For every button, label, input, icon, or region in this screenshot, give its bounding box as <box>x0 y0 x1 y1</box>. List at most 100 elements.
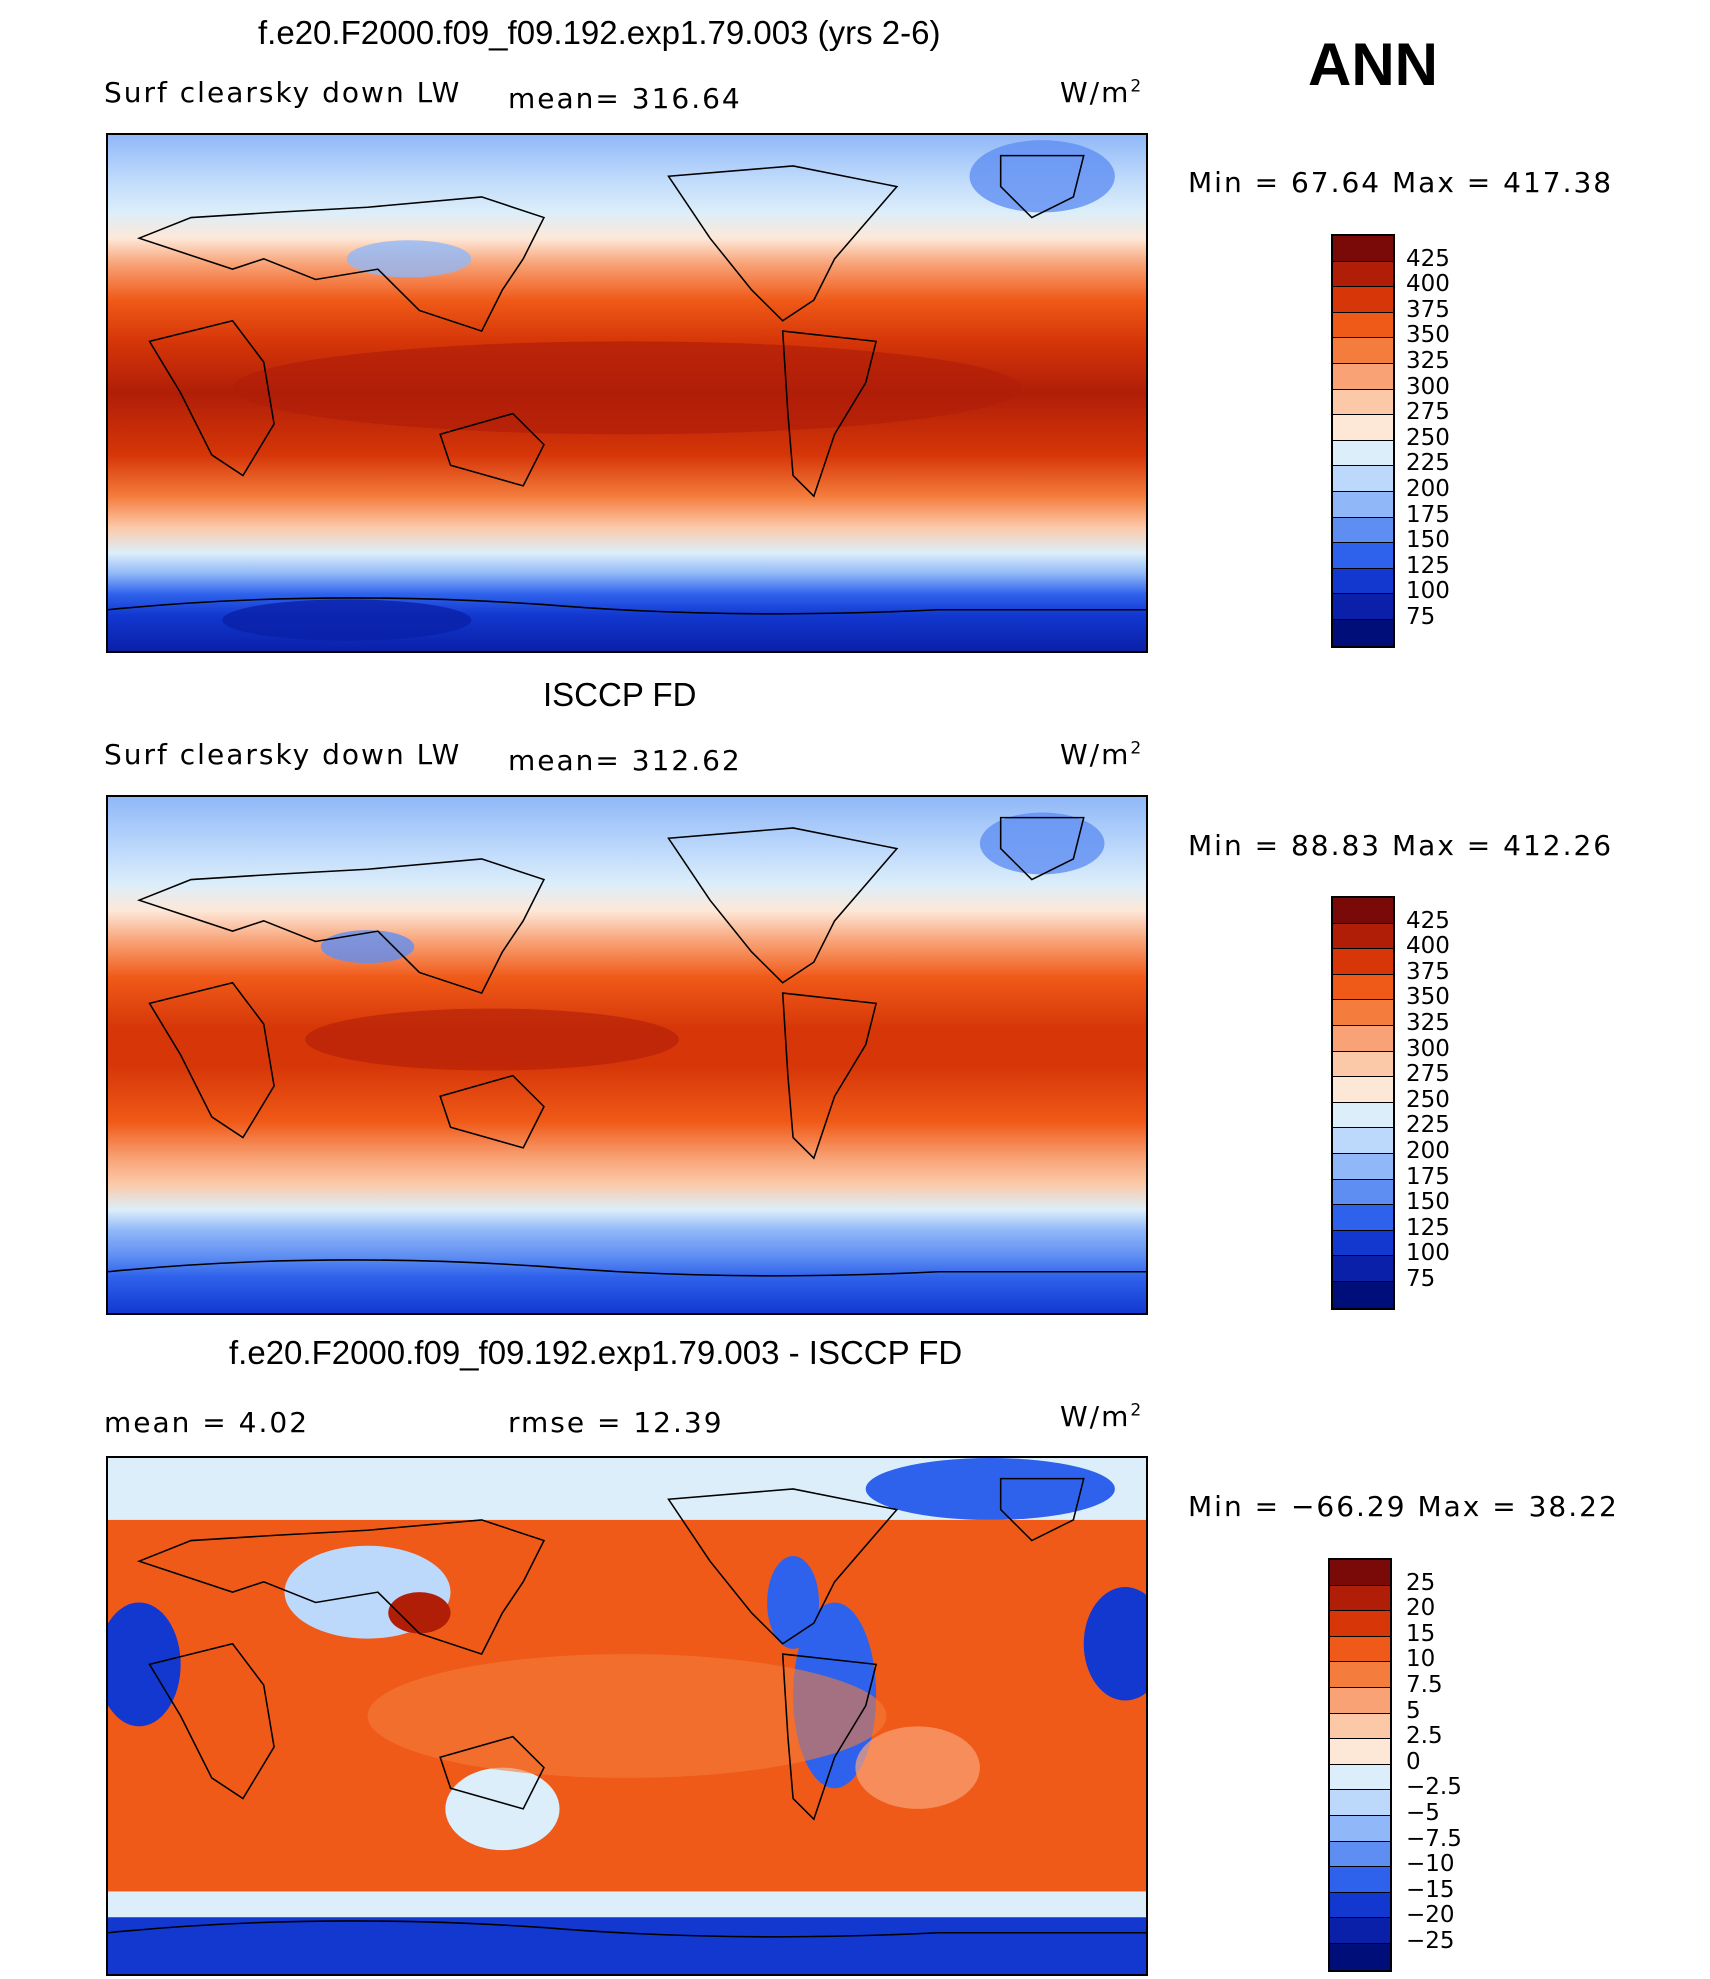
colorbar-tick-label: 175 <box>1406 1163 1450 1190</box>
colorbar-swatch <box>1333 1281 1393 1308</box>
panel-1-map <box>106 133 1148 653</box>
colorbar-tick-label: 20 <box>1406 1595 1436 1622</box>
colorbar-swatch <box>1330 1739 1390 1765</box>
colorbar-tick-label: −10 <box>1406 1851 1455 1878</box>
colorbar-swatch <box>1330 1918 1390 1944</box>
colorbar-tick-label: −7.5 <box>1406 1825 1462 1852</box>
panel-2-mean-label: mean= 312.62 <box>508 744 742 777</box>
panel-3-minmax: Min = −66.29 Max = 38.22 <box>1188 1490 1619 1523</box>
colorbar-tick-label: 375 <box>1406 296 1450 323</box>
panel-2-map-svg <box>108 797 1146 1313</box>
panel-1-coastlines <box>108 154 1146 615</box>
panel-1-variable-label: Surf clearsky down LW <box>104 76 462 109</box>
panel-2-units: W/m2 <box>1060 738 1144 771</box>
colorbar-swatch <box>1330 1892 1390 1919</box>
season-label: ANN <box>1308 31 1438 98</box>
colorbar-tick-label: 2.5 <box>1406 1723 1443 1750</box>
colorbar-swatch <box>1333 1179 1393 1206</box>
colorbar-swatch <box>1333 568 1393 595</box>
colorbar-swatch <box>1330 1764 1390 1791</box>
colorbar-tick-label: 325 <box>1406 348 1450 374</box>
colorbar-tick-label: 400 <box>1406 271 1450 298</box>
panel-2-variable-label: Surf clearsky down LW <box>104 738 462 771</box>
colorbar-tick-label: 425 <box>1406 907 1450 934</box>
colorbar-tick-label: 75 <box>1406 604 1436 630</box>
colorbar-swatch <box>1330 1636 1390 1663</box>
colorbar-swatch <box>1330 1943 1390 1970</box>
colorbar-swatch <box>1333 1153 1393 1180</box>
colorbar-tick-label: 5 <box>1406 1697 1421 1724</box>
colorbar-tick-label: 25 <box>1406 1569 1436 1596</box>
colorbar-tick-label: 300 <box>1406 373 1450 400</box>
colorbar-tick-label: 7.5 <box>1406 1672 1443 1698</box>
panel-1-units: W/m2 <box>1060 76 1144 109</box>
colorbar-tick-label: 275 <box>1406 399 1450 426</box>
colorbar-tick-label: −15 <box>1406 1876 1455 1903</box>
colorbar-tick-label: 300 <box>1406 1035 1450 1062</box>
panel-1-minmax: Min = 67.64 Max = 417.38 <box>1188 166 1614 199</box>
colorbar-swatch <box>1333 415 1393 441</box>
colorbar-swatch <box>1333 312 1393 339</box>
colorbar-swatch <box>1333 1256 1393 1282</box>
panel-1-title: f.e20.F2000.f09_f09.192.exp1.79.003 (yrs… <box>258 14 941 51</box>
colorbar-tick-label: 325 <box>1406 1010 1450 1036</box>
colorbar-tick-label: 10 <box>1406 1646 1436 1673</box>
colorbar-swatch <box>1333 389 1393 416</box>
colorbar-swatch <box>1330 1662 1390 1688</box>
colorbar-tick-label: 375 <box>1406 958 1450 985</box>
panel-3-colorbar <box>1328 1558 1392 1972</box>
panel-3-rmse-label: rmse = 12.39 <box>508 1406 724 1439</box>
colorbar-swatch <box>1333 543 1393 569</box>
colorbar-tick-label: 100 <box>1406 578 1450 605</box>
colorbar-swatch <box>1330 1687 1390 1714</box>
panel-2-title: ISCCP FD <box>543 676 697 713</box>
colorbar-swatch <box>1333 594 1393 620</box>
panel-2-map <box>106 795 1148 1315</box>
panel-3-coastlines <box>108 1477 1146 1938</box>
colorbar-swatch <box>1333 923 1393 950</box>
colorbar-swatch <box>1333 491 1393 518</box>
colorbar-tick-label: −5 <box>1406 1800 1440 1826</box>
colorbar-swatch <box>1333 338 1393 364</box>
colorbar-tick-label: 425 <box>1406 245 1450 272</box>
colorbar-tick-label: 0 <box>1406 1748 1421 1775</box>
colorbar-swatch <box>1333 1051 1393 1078</box>
colorbar-tick-label: 250 <box>1406 1086 1450 1113</box>
panel-3-map-svg <box>108 1458 1146 1974</box>
colorbar-tick-label: 100 <box>1406 1240 1450 1267</box>
colorbar-tick-label: −20 <box>1406 1902 1455 1929</box>
panel-3-map <box>106 1456 1148 1976</box>
colorbar-tick-label: 75 <box>1406 1266 1436 1292</box>
panel-2-coastlines <box>108 816 1146 1277</box>
colorbar-swatch <box>1330 1790 1390 1816</box>
colorbar-swatch <box>1330 1815 1390 1842</box>
colorbar-tick-label: 225 <box>1406 450 1450 477</box>
colorbar-tick-label: 275 <box>1406 1061 1450 1088</box>
colorbar-tick-label: 400 <box>1406 933 1450 960</box>
colorbar-tick-label: 200 <box>1406 476 1450 502</box>
colorbar-tick-label: −25 <box>1406 1928 1455 1954</box>
panel-3-units: W/m2 <box>1060 1400 1144 1433</box>
panel-2-colorbar <box>1331 896 1395 1310</box>
colorbar-swatch <box>1333 974 1393 1001</box>
panel-1-map-svg <box>108 135 1146 651</box>
colorbar-tick-label: 150 <box>1406 527 1450 554</box>
colorbar-swatch <box>1333 949 1393 975</box>
panel-1-mean-label: mean= 316.64 <box>508 82 742 115</box>
colorbar-tick-label: 200 <box>1406 1138 1450 1164</box>
colorbar-tick-label: 250 <box>1406 424 1450 451</box>
colorbar-swatch <box>1333 363 1393 390</box>
colorbar-swatch <box>1333 236 1393 262</box>
colorbar-tick-label: 125 <box>1406 1214 1450 1241</box>
colorbar-tick-label: 225 <box>1406 1112 1450 1139</box>
colorbar-swatch <box>1330 1867 1390 1893</box>
panel-3-mean-label: mean = 4.02 <box>104 1406 310 1439</box>
colorbar-swatch <box>1333 1205 1393 1231</box>
colorbar-tick-label: −2.5 <box>1406 1774 1462 1801</box>
colorbar-swatch <box>1333 1102 1393 1129</box>
colorbar-swatch <box>1330 1585 1390 1612</box>
colorbar-tick-label: 125 <box>1406 552 1450 579</box>
colorbar-tick-label: 15 <box>1406 1620 1436 1647</box>
panel-3-title: f.e20.F2000.f09_f09.192.exp1.79.003 - IS… <box>229 1334 963 1371</box>
colorbar-swatch <box>1330 1560 1390 1586</box>
